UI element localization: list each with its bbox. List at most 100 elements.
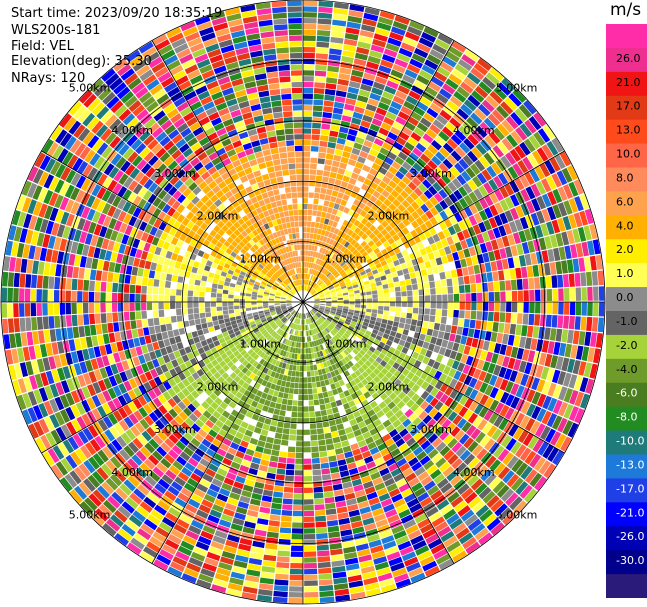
radar-gate: [353, 410, 361, 418]
radar-gate: [400, 262, 408, 270]
radar-gate: [181, 308, 188, 315]
radar-gate: [446, 253, 454, 263]
radar-gate: [510, 245, 519, 257]
radar-gate: [349, 153, 359, 161]
radar-gate: [498, 418, 509, 431]
radar-gate: [347, 504, 359, 512]
radar-gate: [99, 226, 108, 238]
radar-gate: [205, 370, 213, 379]
radar-gate: [311, 128, 321, 135]
radar-gate: [289, 434, 296, 441]
radar-gate: [331, 344, 337, 351]
radar-gate: [358, 35, 373, 44]
radar-gate: [275, 306, 281, 310]
radar-gate: [361, 217, 369, 225]
radar-gate: [248, 281, 255, 286]
radar-gate: [360, 328, 367, 334]
radar-gate: [319, 306, 325, 309]
radar-gate: [108, 332, 116, 343]
radar-gate: [299, 330, 302, 337]
radar-gate: [378, 166, 388, 175]
radar-gate: [475, 125, 488, 138]
radar-gate: [593, 302, 599, 317]
radar-gate: [470, 283, 477, 293]
radar-gate: [286, 297, 292, 300]
radar-gate: [303, 47, 316, 53]
radar-gate: [476, 465, 489, 478]
radar-gate: [275, 291, 282, 295]
radar-gate: [199, 478, 211, 488]
radar-gate: [392, 20, 408, 31]
radar-gate: [472, 461, 484, 474]
radar-gate: [343, 332, 350, 338]
radar-gate: [303, 203, 308, 210]
radar-gate: [337, 78, 349, 86]
radar-gate: [291, 341, 295, 347]
radar-gate: [249, 320, 256, 326]
radar-gate: [190, 472, 202, 483]
radar-gate: [207, 321, 214, 328]
radar-gate: [511, 312, 517, 324]
radar-gate: [427, 448, 439, 459]
radar-gate: [568, 316, 575, 330]
radar-gate: [417, 354, 425, 362]
radar-gate: [160, 458, 172, 469]
radar-gate: [456, 326, 463, 335]
radar-gate: [460, 103, 473, 116]
radar-gate: [95, 270, 103, 281]
radar-gate: [581, 302, 587, 316]
radar-gate: [249, 498, 261, 506]
radar-gate: [156, 462, 168, 474]
radar-gate: [349, 586, 365, 594]
radar-gate: [489, 90, 503, 105]
radar-gate: [485, 351, 494, 363]
radar-gate: [326, 341, 332, 347]
radar-gate: [339, 269, 345, 275]
radar-gate: [319, 193, 326, 200]
radar-gate: [26, 259, 34, 274]
radar-gate: [348, 400, 356, 408]
radar-gate: [75, 448, 87, 463]
radar-gate: [359, 248, 366, 255]
radar-gate: [140, 446, 152, 458]
radar-gate: [241, 331, 248, 337]
radar-gate: [303, 279, 306, 285]
radar-gate: [401, 488, 414, 498]
radar-gate: [590, 332, 597, 347]
radar-gate: [354, 52, 368, 61]
radar-gate: [318, 579, 333, 586]
radar-gate: [381, 375, 389, 384]
radar-gate: [331, 233, 337, 240]
radar-gate: [251, 273, 258, 279]
radar-gate: [447, 491, 460, 503]
radar-gate: [324, 218, 330, 225]
radar-gate: [82, 131, 95, 145]
radar-gate: [283, 492, 293, 499]
radar-gate: [493, 462, 506, 476]
radar-gate: [90, 512, 105, 526]
radar-gate: [342, 273, 348, 279]
radar-gate: [263, 291, 270, 295]
radar-gate: [313, 245, 318, 252]
radar-gate: [439, 61, 454, 73]
radar-gate: [190, 437, 201, 448]
radar-gate: [210, 297, 216, 302]
radar-gate: [267, 525, 280, 533]
radar-gate: [92, 138, 104, 152]
radar-gate: [308, 318, 312, 324]
radar-gate: [130, 537, 145, 550]
radar-gate: [323, 312, 329, 317]
radar-gate: [157, 394, 167, 405]
radar-gate: [49, 414, 60, 429]
radar-gate: [113, 509, 128, 523]
radar-gate: [384, 232, 392, 241]
radar-gate: [69, 470, 82, 485]
radar-gate: [321, 386, 327, 393]
radar-gate: [114, 373, 123, 385]
radar-gate: [433, 473, 446, 485]
radar-gate: [186, 201, 195, 211]
radar-gate: [177, 381, 186, 391]
radar-gate: [572, 258, 580, 273]
radar-gate: [457, 483, 470, 495]
radar-gate: [431, 516, 445, 528]
